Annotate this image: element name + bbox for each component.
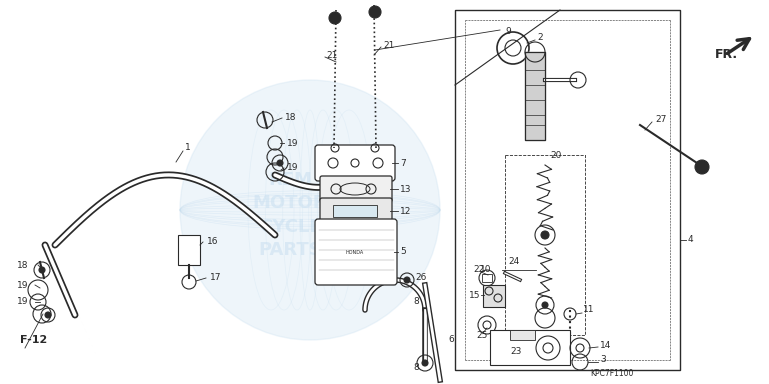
Text: 8: 8 — [413, 298, 419, 306]
Text: 18: 18 — [17, 260, 28, 270]
Text: 21: 21 — [326, 51, 338, 60]
Bar — [505, 155, 585, 335]
Text: 21: 21 — [383, 40, 394, 50]
Text: 13: 13 — [400, 184, 411, 194]
Text: 25: 25 — [476, 331, 488, 339]
Text: 22: 22 — [473, 265, 484, 275]
Text: 11: 11 — [583, 306, 594, 314]
Text: 26: 26 — [415, 273, 426, 281]
Polygon shape — [455, 10, 680, 370]
Bar — [333, 205, 377, 217]
Text: 24: 24 — [508, 258, 519, 266]
Text: 1: 1 — [185, 144, 191, 152]
Text: 9: 9 — [505, 28, 511, 36]
Text: 19: 19 — [287, 164, 298, 172]
FancyBboxPatch shape — [315, 145, 395, 181]
Polygon shape — [525, 52, 545, 140]
Circle shape — [180, 80, 440, 340]
Text: 15: 15 — [469, 291, 481, 300]
Text: 18: 18 — [285, 114, 297, 122]
Text: 23: 23 — [510, 348, 521, 356]
Text: 17: 17 — [210, 273, 221, 283]
FancyBboxPatch shape — [320, 198, 392, 224]
Text: 19: 19 — [17, 298, 28, 306]
Circle shape — [329, 12, 341, 24]
Text: 2: 2 — [537, 33, 543, 43]
Text: KPC7F1100: KPC7F1100 — [590, 369, 634, 377]
Bar — [178, 235, 200, 265]
Bar — [482, 274, 492, 282]
Text: 12: 12 — [400, 207, 411, 215]
Text: 7: 7 — [400, 159, 406, 167]
Text: FR.: FR. — [715, 48, 738, 61]
Circle shape — [45, 312, 51, 318]
Text: F-12: F-12 — [20, 335, 47, 345]
Text: 3: 3 — [600, 356, 606, 364]
Text: 4: 4 — [688, 235, 694, 245]
Text: 8: 8 — [413, 364, 419, 372]
Circle shape — [277, 160, 283, 166]
Bar — [483, 285, 505, 307]
Text: REM
MOTOR
CYCLE
PARTS: REM MOTOR CYCLE PARTS — [253, 170, 328, 260]
Text: 5: 5 — [400, 248, 406, 257]
Text: 14: 14 — [600, 341, 611, 349]
Text: 6: 6 — [448, 336, 454, 344]
Circle shape — [39, 267, 45, 273]
FancyBboxPatch shape — [315, 219, 397, 285]
Bar — [510, 330, 535, 340]
Text: 19: 19 — [287, 139, 298, 147]
FancyBboxPatch shape — [320, 176, 392, 202]
Text: HONDA: HONDA — [346, 250, 365, 255]
Circle shape — [404, 277, 410, 283]
Text: 27: 27 — [655, 116, 667, 124]
Text: 10: 10 — [480, 265, 491, 275]
Bar — [490, 330, 570, 365]
Circle shape — [695, 160, 709, 174]
Circle shape — [369, 6, 381, 18]
Text: 16: 16 — [207, 237, 218, 247]
Circle shape — [542, 302, 548, 308]
Circle shape — [541, 231, 549, 239]
Text: 20: 20 — [550, 151, 561, 159]
Text: 19: 19 — [17, 280, 28, 290]
Circle shape — [422, 360, 428, 366]
